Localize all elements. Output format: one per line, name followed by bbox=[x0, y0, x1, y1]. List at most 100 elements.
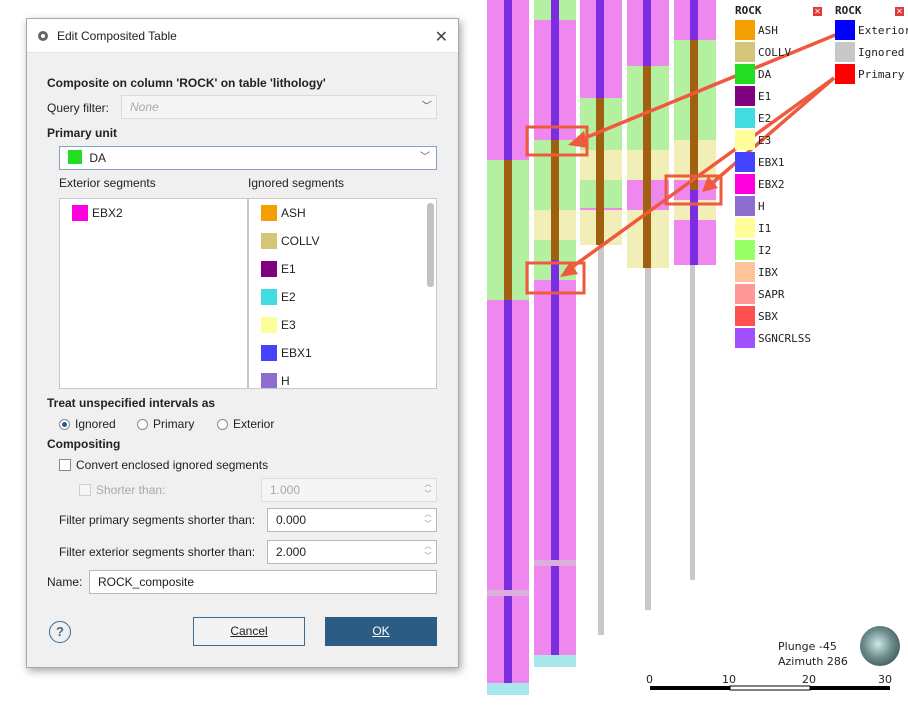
list-item[interactable]: E1 bbox=[249, 255, 436, 283]
help-icon[interactable]: ? bbox=[49, 621, 71, 643]
spinner-arrows-icon: ︿ ﹀ bbox=[424, 481, 432, 498]
filter-primary-value: 0.000 bbox=[276, 513, 307, 527]
radio-icon bbox=[137, 419, 148, 430]
item-label: H bbox=[281, 374, 290, 388]
color-swatch bbox=[72, 205, 88, 221]
radio-icon bbox=[59, 419, 70, 430]
color-swatch bbox=[735, 108, 755, 128]
spinner-arrows-icon[interactable]: ︿ ﹀ bbox=[424, 511, 432, 528]
legend-item: IBX bbox=[735, 261, 823, 283]
radio-primary[interactable]: Primary bbox=[137, 417, 194, 431]
spinner-arrows-icon[interactable]: ︿ ﹀ bbox=[424, 543, 432, 560]
list-item[interactable]: E3 bbox=[249, 311, 436, 339]
close-icon[interactable]: ✕ bbox=[813, 7, 822, 16]
radio-ignored-label: Ignored bbox=[75, 417, 116, 431]
radio-primary-label: Primary bbox=[153, 417, 195, 431]
list-item[interactable]: EBX1 bbox=[249, 339, 436, 367]
legend-item: Exterior bbox=[835, 19, 908, 41]
color-swatch bbox=[735, 174, 755, 194]
radio-icon bbox=[217, 419, 228, 430]
list-item[interactable]: H bbox=[249, 367, 436, 388]
cancel-button[interactable]: Cancel bbox=[193, 617, 305, 646]
list-item[interactable]: EBX2 bbox=[60, 199, 247, 227]
rock-legend: ROCK ✕ ASH COLLV DA E1 E2 E3 EBX1 EBX2 H I1 I2 IBX S… bbox=[735, 3, 823, 349]
ok-button[interactable]: OK bbox=[325, 617, 437, 646]
composite-heading: Composite on column 'ROCK' on table 'lit… bbox=[47, 76, 326, 90]
compositing-label: Compositing bbox=[47, 437, 121, 451]
radio-exterior[interactable]: Exterior bbox=[217, 417, 274, 431]
scrollbar[interactable] bbox=[427, 203, 434, 287]
treat-unspecified-label: Treat unspecified intervals as bbox=[47, 396, 216, 410]
item-label: Exterior bbox=[858, 23, 908, 37]
list-item[interactable]: ASH bbox=[249, 199, 436, 227]
color-swatch bbox=[261, 205, 277, 221]
drillhole-5 bbox=[674, 0, 716, 580]
legend-item: H bbox=[735, 195, 823, 217]
color-swatch bbox=[735, 86, 755, 106]
query-filter-select[interactable]: None ﹀ bbox=[121, 95, 437, 119]
query-filter-label: Query filter: bbox=[47, 101, 110, 115]
scale-label-30: 30 bbox=[878, 673, 892, 686]
list-item[interactable]: COLLV bbox=[249, 227, 436, 255]
scale-label-0: 0 bbox=[646, 673, 653, 686]
filter-primary-label: Filter primary segments shorter than: bbox=[59, 513, 256, 527]
app-gear-icon bbox=[38, 31, 48, 41]
item-label: ASH bbox=[281, 206, 306, 220]
legend-item: Primary bbox=[835, 63, 908, 85]
convert-enclosed-label: Convert enclosed ignored segments bbox=[76, 458, 269, 472]
exterior-segments-list[interactable]: EBX2 bbox=[59, 198, 248, 389]
color-swatch bbox=[735, 20, 755, 40]
item-label: E3 bbox=[281, 318, 296, 332]
legend-item: ASH bbox=[735, 19, 823, 41]
color-swatch bbox=[68, 150, 82, 164]
radio-exterior-label: Exterior bbox=[233, 417, 275, 431]
color-swatch bbox=[735, 42, 755, 62]
legend-item: I1 bbox=[735, 217, 823, 239]
close-icon[interactable]: ✕ bbox=[434, 29, 448, 46]
radio-ignored[interactable]: Ignored bbox=[59, 417, 116, 431]
shorter-than-value: 1.000 bbox=[270, 483, 301, 497]
color-swatch bbox=[835, 20, 855, 40]
legend-item: E1 bbox=[735, 85, 823, 107]
filter-exterior-input[interactable]: 2.000 ︿ ﹀ bbox=[267, 540, 437, 564]
item-label: COLLV bbox=[281, 234, 320, 248]
drillhole-3 bbox=[580, 0, 622, 635]
primary-unit-select[interactable]: DA ﹀ bbox=[59, 146, 437, 170]
close-icon[interactable]: ✕ bbox=[895, 7, 904, 16]
filter-primary-input[interactable]: 0.000 ︿ ﹀ bbox=[267, 508, 437, 532]
orientation-globe-icon[interactable] bbox=[860, 626, 900, 666]
exterior-segments-label: Exterior segments bbox=[59, 176, 156, 190]
color-swatch bbox=[735, 262, 755, 282]
item-label: I2 bbox=[758, 243, 772, 257]
shorter-than-input[interactable]: 1.000 ︿ ﹀ bbox=[261, 478, 437, 502]
color-swatch bbox=[261, 317, 277, 333]
composite-legend: ROCK ✕ Exterior Ignored Primary bbox=[835, 3, 908, 85]
convert-enclosed-checkbox[interactable]: Convert enclosed ignored segments bbox=[59, 458, 268, 472]
color-swatch bbox=[261, 373, 277, 388]
name-input[interactable]: ROCK_composite bbox=[89, 570, 437, 594]
color-swatch bbox=[261, 233, 277, 249]
azimuth-label: Azimuth 286 bbox=[778, 655, 848, 668]
legend-item: COLLV bbox=[735, 41, 823, 63]
item-label: EBX1 bbox=[758, 155, 785, 169]
ignored-segments-label: Ignored segments bbox=[248, 176, 345, 190]
list-item[interactable]: E2 bbox=[249, 283, 436, 311]
color-swatch bbox=[835, 42, 855, 62]
drillhole-4 bbox=[627, 0, 669, 610]
color-swatch bbox=[735, 152, 755, 172]
item-label: DA bbox=[758, 67, 772, 81]
legend-item: SGNCRLSS bbox=[735, 327, 823, 349]
dialog-titlebar[interactable]: Edit Composited Table ✕ bbox=[27, 19, 458, 53]
primary-unit-label: Primary unit bbox=[47, 126, 118, 140]
primary-unit-value: DA bbox=[89, 151, 107, 165]
legend-item: Ignored bbox=[835, 41, 908, 63]
legend-item: SBX bbox=[735, 305, 823, 327]
rock-legend-title: ROCK bbox=[735, 4, 762, 17]
shorter-than-checkbox[interactable]: Shorter than: bbox=[79, 483, 165, 497]
ignored-segments-list[interactable]: ASH COLLV E1 E2 E3 EBX1 H bbox=[248, 198, 437, 389]
chevron-down-icon: ﹀ bbox=[420, 152, 430, 163]
scale-bar bbox=[650, 685, 890, 691]
item-label: SAPR bbox=[758, 287, 785, 301]
color-swatch bbox=[735, 218, 755, 238]
